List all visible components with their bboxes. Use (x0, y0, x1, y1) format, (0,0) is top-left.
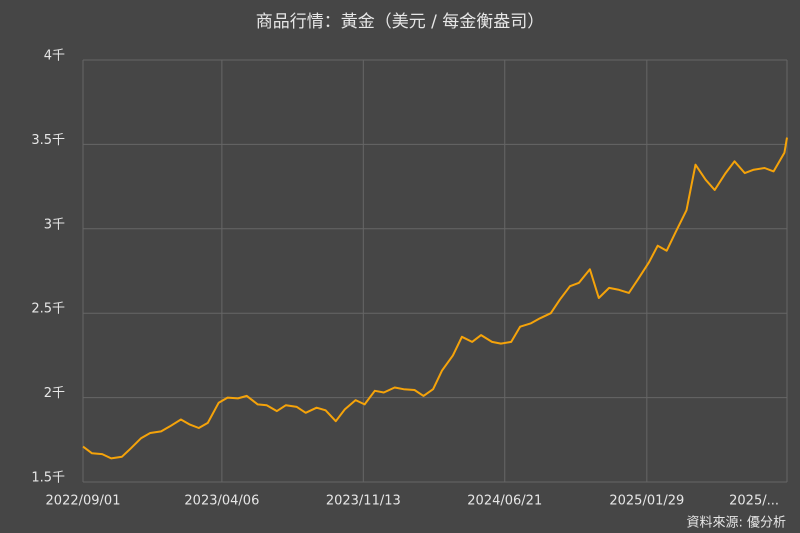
x-tick-label: 2023/11/13 (326, 494, 401, 509)
y-tick-label: 4千 (44, 49, 65, 64)
x-tick-label: 2025/01/29 (609, 494, 684, 509)
price-line (82, 137, 788, 460)
x-tick-label: 2025/... (729, 494, 779, 509)
y-tick-label: 3千 (44, 217, 65, 232)
chart-title: 商品行情：黃金（美元 / 每金衡盎司） (256, 12, 545, 32)
x-tick-label: 2022/09/01 (46, 494, 121, 509)
y-tick-label: 2千 (44, 386, 65, 401)
y-tick-label: 2.5千 (31, 302, 65, 317)
y-tick-label: 3.5千 (31, 133, 65, 148)
x-tick-label: 2023/04/06 (184, 494, 259, 509)
y-tick-label: 1.5千 (31, 471, 65, 486)
source-note: 資料來源: 優分析 (686, 516, 786, 531)
x-tick-label: 2024/06/21 (467, 494, 542, 509)
